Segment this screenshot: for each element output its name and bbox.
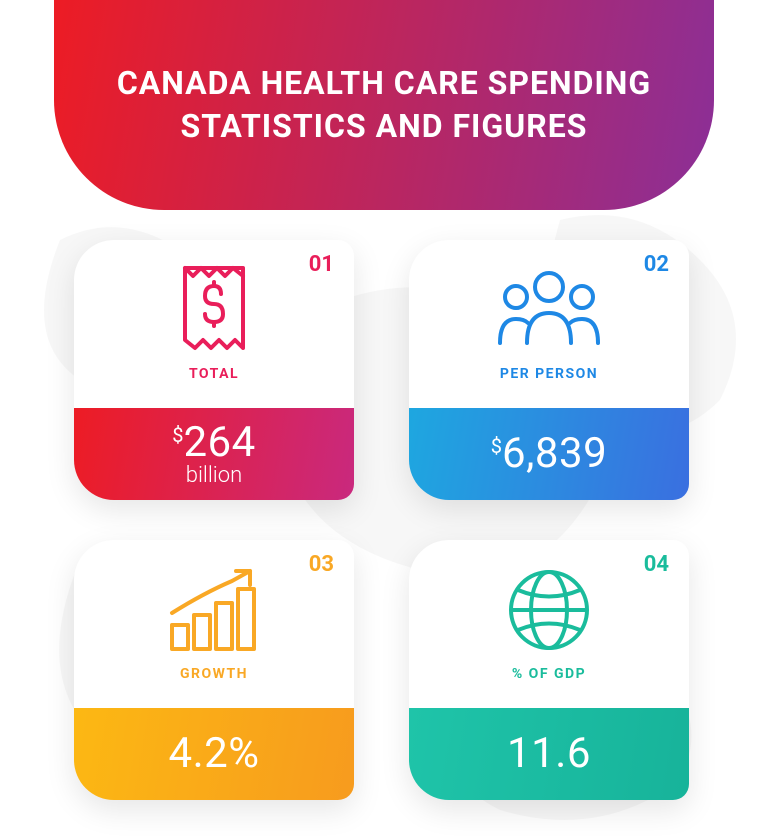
card-value-panel: $6,839: [409, 408, 689, 500]
card-value-panel: 4.2%: [74, 708, 354, 800]
card-value-panel: 11.6: [409, 708, 689, 800]
value-main: 4.2%: [168, 729, 259, 778]
value-prefix: $: [172, 423, 183, 447]
card-label: TOTAL: [189, 366, 239, 382]
stat-card-growth: 03 GROWTH 4.2%: [74, 540, 354, 800]
card-value-panel: $264 billion: [74, 408, 354, 500]
header-title: CANADA HEALTH CARE SPENDING STATISTICS A…: [114, 62, 654, 148]
chart-growth-icon: [164, 560, 264, 660]
receipt-dollar-icon: [175, 260, 253, 360]
value-main: 264: [183, 418, 255, 467]
card-number: 04: [644, 552, 669, 577]
card-label: PER PERSON: [500, 366, 598, 382]
card-number: 02: [644, 252, 669, 277]
card-label: % OF GDP: [512, 666, 586, 682]
value-main: 11.6: [507, 729, 591, 778]
stat-card-per-person: 02 PER PERSON $6,839: [409, 240, 689, 500]
card-number: 03: [309, 552, 334, 577]
globe-icon: [504, 560, 594, 660]
header-banner: CANADA HEALTH CARE SPENDING STATISTICS A…: [54, 0, 714, 210]
value-prefix: $: [491, 434, 502, 458]
value-main: 6,839: [502, 429, 607, 478]
stat-card-grid: 01 TOTAL $264 billion 02: [74, 240, 694, 800]
card-label: GROWTH: [180, 666, 248, 682]
stat-card-total: 01 TOTAL $264 billion: [74, 240, 354, 500]
stat-card-gdp: 04 % OF GDP 11.6: [409, 540, 689, 800]
people-group-icon: [494, 260, 604, 360]
card-number: 01: [309, 252, 334, 277]
